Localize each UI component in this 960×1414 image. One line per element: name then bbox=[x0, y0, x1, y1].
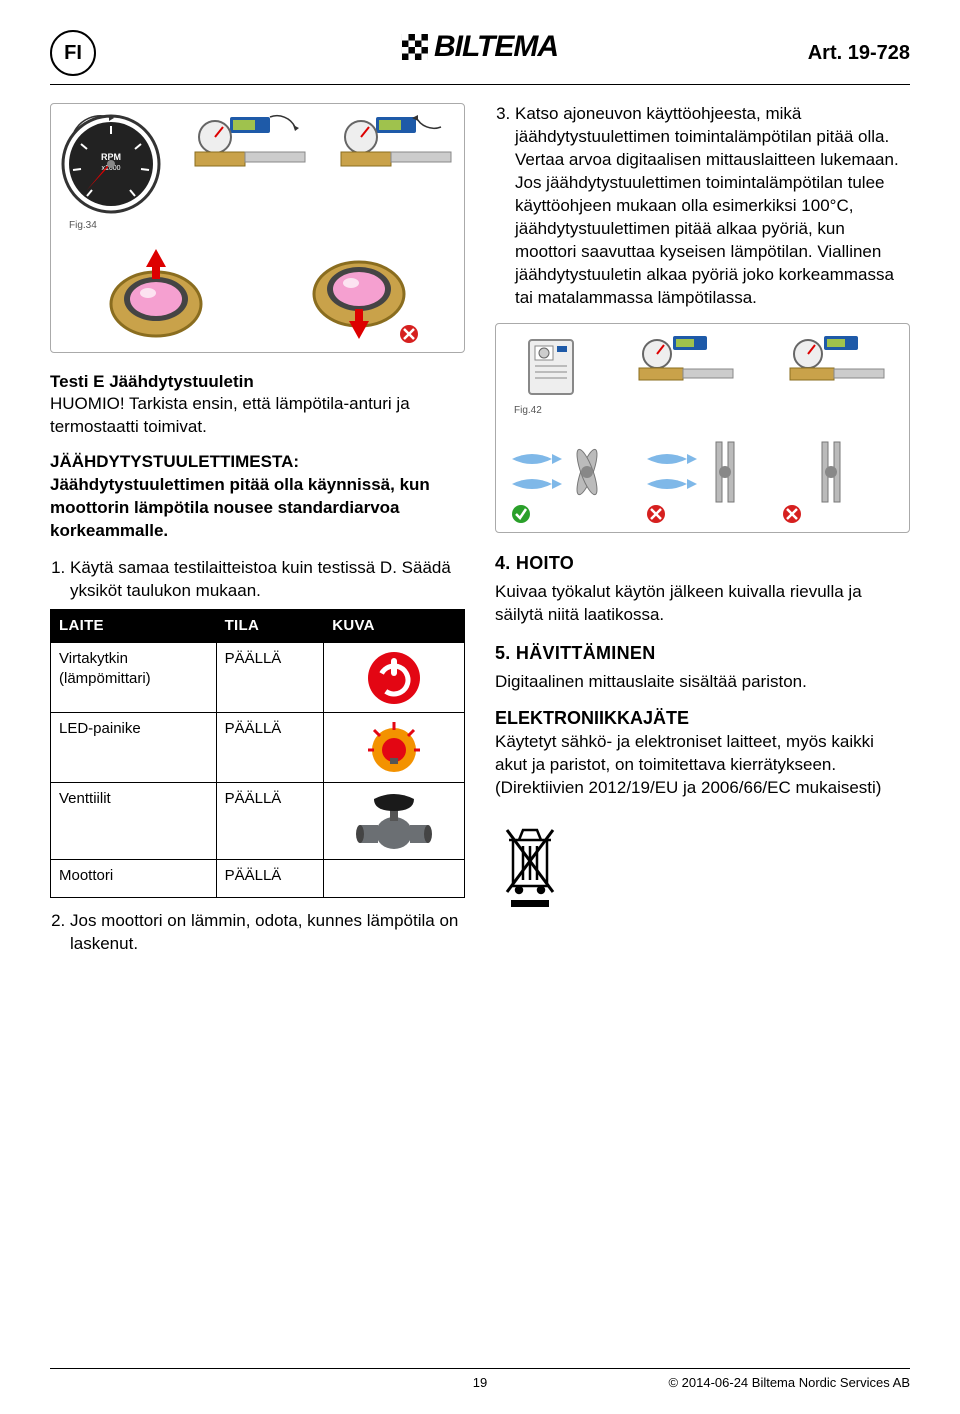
gauge-assembly-2-icon bbox=[776, 332, 886, 402]
fan-off-bad-icon bbox=[642, 424, 762, 524]
cell-icon bbox=[324, 643, 465, 713]
language-badge: FI bbox=[50, 30, 96, 76]
brand-logo: BILTEMA bbox=[402, 30, 558, 64]
huomio-text: HUOMIO! Tarkista ensin, että lämpötila-a… bbox=[50, 394, 410, 436]
article-number: Art. 19-728 bbox=[808, 42, 910, 65]
fig42-label: Fig.42 bbox=[514, 404, 901, 418]
left-steps-2: Jos moottori on lämmin, odota, kunnes lä… bbox=[50, 910, 465, 956]
cell-tila: PÄÄLLÄ bbox=[216, 643, 324, 713]
header-divider bbox=[50, 84, 910, 85]
section-5-text: Digitaalinen mittauslaite sisältää paris… bbox=[495, 671, 910, 694]
manual-icon bbox=[519, 332, 584, 402]
checker-icon bbox=[402, 34, 428, 60]
step-2: Jos moottori on lämmin, odota, kunnes lä… bbox=[70, 910, 465, 956]
fan-block: JÄÄHDYTYSTUULETTIMESTA: Jäähdytystuulett… bbox=[50, 451, 465, 543]
figure-42: Fig.42 bbox=[495, 323, 910, 533]
gauge-tool-icon bbox=[175, 112, 310, 217]
table-row: Venttiilit PÄÄLLÄ bbox=[51, 783, 465, 860]
left-column: RPM x1000 bbox=[50, 103, 465, 960]
section-4-heading: 4. HOITO bbox=[495, 551, 910, 575]
fig34-label: Fig.34 bbox=[69, 219, 456, 233]
th-laite: LAITE bbox=[51, 609, 217, 642]
step-3: Katso ajoneuvon käyttöohjeesta, mikä jää… bbox=[515, 103, 910, 309]
ewaste-heading: ELEKTRONIIKKAJÄTE bbox=[495, 708, 689, 728]
fan-text: Jäähdytystuulettimen pitää olla käynniss… bbox=[50, 475, 430, 540]
table-row: Virtakytkin (lämpömittari) PÄÄLLÄ bbox=[51, 643, 465, 713]
fan-still-bad-icon bbox=[778, 424, 898, 524]
fan-heading: JÄÄHDYTYSTUULETTIMESTA: bbox=[50, 452, 299, 471]
cell-tila: PÄÄLLÄ bbox=[216, 860, 324, 898]
left-steps-1: Käytä samaa testilaitteistoa kuin testis… bbox=[50, 557, 465, 603]
cell-icon-empty bbox=[324, 860, 465, 898]
th-tila: TILA bbox=[216, 609, 324, 642]
power-icon bbox=[366, 650, 422, 706]
right-steps: Katso ajoneuvon käyttöohjeesta, mikä jää… bbox=[495, 103, 910, 309]
cell-icon bbox=[324, 783, 465, 860]
coolant-cap-down-icon bbox=[299, 239, 419, 344]
gauge-tool-2-icon bbox=[321, 112, 456, 217]
page-number: 19 bbox=[473, 1375, 487, 1390]
coolant-cap-up-icon bbox=[96, 239, 216, 344]
section-5-heading: 5. HÄVITTÄMINEN bbox=[495, 641, 910, 665]
cell-tila: PÄÄLLÄ bbox=[216, 713, 324, 783]
cell-laite: Virtakytkin (lämpömittari) bbox=[51, 643, 217, 713]
cell-laite: Moottori bbox=[51, 860, 217, 898]
section-4-text: Kuivaa työkalut käytön jälkeen kuivalla … bbox=[495, 581, 910, 627]
language-code: FI bbox=[64, 42, 82, 65]
right-column: Katso ajoneuvon käyttöohjeesta, mikä jää… bbox=[495, 103, 910, 960]
valve-icon bbox=[354, 789, 434, 853]
th-kuva: KUVA bbox=[324, 609, 465, 642]
table-row: LED-painike PÄÄLLÄ bbox=[51, 713, 465, 783]
test-e-title: Testi E Jäähdytystuuletin bbox=[50, 372, 254, 391]
copyright: © 2014-06-24 Biltema Nordic Services AB bbox=[668, 1375, 910, 1390]
page-footer: 19 © 2014-06-24 Biltema Nordic Services … bbox=[50, 1368, 910, 1390]
rpm-gauge-icon: RPM x1000 bbox=[59, 112, 164, 217]
figure-34: RPM x1000 bbox=[50, 103, 465, 353]
led-icon bbox=[364, 720, 424, 776]
cell-laite: LED-painike bbox=[51, 713, 217, 783]
step-1: Käytä samaa testilaitteistoa kuin testis… bbox=[70, 557, 465, 603]
cell-icon bbox=[324, 713, 465, 783]
ewaste-text: Käytetyt sähkö- ja elektroniset laitteet… bbox=[495, 732, 881, 797]
device-table: LAITE TILA KUVA Virtakytkin (lämpömittar… bbox=[50, 609, 465, 898]
weee-icon bbox=[495, 820, 565, 910]
table-row: Moottori PÄÄLLÄ bbox=[51, 860, 465, 898]
fan-ok-icon bbox=[507, 424, 627, 524]
test-e-intro: Testi E Jäähdytystuuletin HUOMIO! Tarkis… bbox=[50, 371, 465, 440]
content-columns: RPM x1000 bbox=[50, 103, 910, 960]
ewaste-block: ELEKTRONIIKKAJÄTE Käytetyt sähkö- ja ele… bbox=[495, 706, 910, 800]
gauge-assembly-1-icon bbox=[625, 332, 735, 402]
cell-tila: PÄÄLLÄ bbox=[216, 783, 324, 860]
cell-laite: Venttiilit bbox=[51, 783, 217, 860]
brand-text: BILTEMA bbox=[434, 30, 558, 64]
page-header: FI BILTEMA Art. 19-728 bbox=[50, 30, 910, 76]
